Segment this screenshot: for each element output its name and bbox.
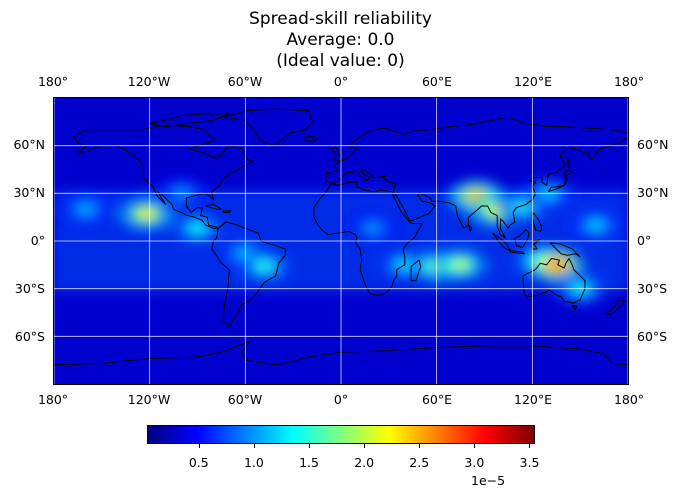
colorbar-tick-mark [254,444,255,448]
lon-tick-label-top: 180° [38,75,68,89]
plot-title-line-3: (Ideal value: 0) [0,51,681,71]
colorbar-tick-mark [419,444,420,448]
lon-tick-label-bottom: 180° [614,393,644,407]
lat-tick-label-right: 60°S [637,330,667,344]
lat-tick-label-left: 30°S [15,282,45,296]
lon-tick-label-top: 0° [334,75,348,89]
field-hotspot [548,260,564,270]
field-hotspot [365,224,381,234]
field-hotspot [78,204,94,214]
lon-tick-label-top: 60°W [228,75,263,89]
field-hotspot [453,260,469,270]
colorbar-tick-label: 1.0 [244,455,264,470]
lat-tick-label-right: 30°S [637,282,667,296]
colorbar-tick-label: 2.0 [354,455,374,470]
plot-title-line-1: Spread-skill reliability [0,9,681,29]
field-hotspot [139,209,155,219]
field-hotspot [257,262,273,272]
colorbar-tick-label: 0.5 [189,455,209,470]
colorbar [147,425,535,444]
lon-tick-label-bottom: 120°E [514,393,552,407]
field-hotspot [588,220,604,230]
lon-tick-label-bottom: 60°E [422,393,452,407]
plot-title-line-2: Average: 0.0 [0,30,681,50]
colorbar-tick-mark [529,444,530,448]
colorbar-tick-mark [199,444,200,448]
colorbar-tick-label: 2.5 [409,455,429,470]
colorbar-tick-mark [474,444,475,448]
lon-tick-label-top: 60°E [422,75,452,89]
lon-tick-label-bottom: 0° [334,393,348,407]
lon-tick-label-top: 120°W [128,75,170,89]
lon-tick-label-top: 120°E [514,75,552,89]
colorbar-exponent: 1e−5 [471,473,505,488]
lon-tick-label-bottom: 180° [38,393,68,407]
lat-tick-label-left: 60°S [15,330,45,344]
map-panel [53,97,629,385]
colorbar-tick-label: 1.5 [299,455,319,470]
lon-tick-label-top: 180° [614,75,644,89]
lat-tick-label-right: 0° [637,234,651,248]
lat-tick-label-left: 0° [31,234,45,248]
lat-tick-label-right: 30°N [637,186,669,200]
lon-tick-label-bottom: 120°W [128,393,170,407]
lat-tick-label-right: 60°N [637,138,669,152]
colorbar-tick-mark [309,444,310,448]
lat-tick-label-left: 30°N [13,186,45,200]
lat-tick-label-left: 60°N [13,138,45,152]
lon-tick-label-bottom: 60°W [228,393,263,407]
colorbar-tick-label: 3.5 [520,455,540,470]
field-hotspot [190,224,206,234]
colorbar-tick-mark [364,444,365,448]
colorbar-tick-label: 3.0 [464,455,484,470]
